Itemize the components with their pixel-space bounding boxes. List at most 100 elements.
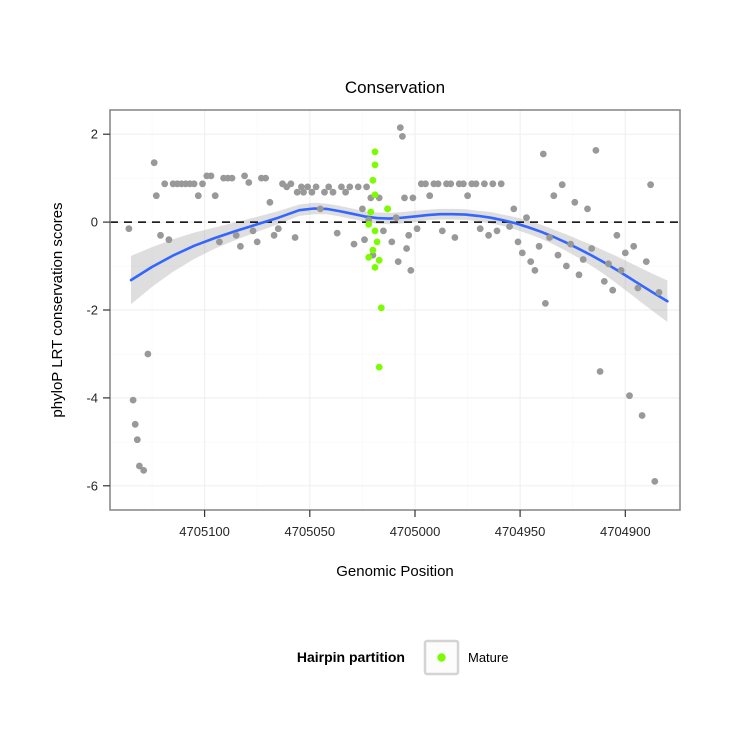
data-point-other — [535, 242, 543, 250]
data-point-other — [241, 172, 249, 180]
data-point-other — [634, 284, 642, 292]
y-axis-tick-label: -2 — [86, 303, 98, 318]
data-point-other — [129, 396, 137, 404]
data-point-other — [584, 205, 591, 213]
data-point-mature — [369, 176, 377, 184]
data-point-other — [152, 192, 160, 200]
axis-layer: 4705100 4705050 4705000 4704950 4704900 2 0 -2 -… — [86, 127, 650, 539]
data-point-other — [447, 180, 455, 188]
data-point-other — [346, 183, 354, 191]
data-point-other — [647, 181, 654, 189]
data-point-other — [550, 192, 558, 200]
data-point-other — [396, 124, 404, 131]
data-point-other — [638, 412, 646, 419]
data-point-other — [575, 271, 583, 279]
data-point-other — [194, 192, 202, 200]
data-point-other — [157, 231, 164, 239]
data-point-other — [298, 183, 305, 191]
data-point-other — [531, 267, 539, 274]
y-axis-tick-label: 2 — [91, 127, 98, 142]
data-point-other — [476, 225, 484, 233]
data-point-other — [350, 240, 358, 248]
data-point-other — [651, 478, 659, 485]
confidence-band — [131, 202, 668, 322]
data-point-other — [140, 467, 148, 474]
data-point-other — [413, 225, 421, 233]
y-axis-tick-label: -4 — [86, 390, 98, 405]
data-point-other — [518, 249, 526, 257]
data-point-other — [506, 223, 513, 230]
data-point-mature — [365, 253, 373, 261]
data-point-mature — [375, 256, 383, 264]
data-point-other — [399, 133, 406, 140]
data-point-other — [237, 242, 244, 250]
data-point-other — [304, 183, 312, 191]
legend: Hairpin partition Mature — [297, 639, 508, 676]
data-point-other — [514, 238, 522, 246]
data-point-other — [642, 258, 650, 265]
data-point-other — [554, 251, 562, 259]
data-point-mature — [371, 227, 379, 235]
data-point-other — [609, 286, 617, 294]
data-point-mature — [371, 264, 379, 271]
data-point-other — [380, 227, 387, 235]
data-point-other — [359, 205, 366, 213]
data-point-other — [321, 188, 328, 196]
data-point-mature — [375, 363, 383, 371]
chart-title: Conservation — [345, 78, 445, 97]
data-point-other — [497, 180, 505, 188]
data-point-other — [527, 258, 535, 265]
data-point-other — [300, 188, 307, 196]
data-point-other — [150, 159, 158, 167]
x-axis-tick-label: 4705050 — [284, 524, 335, 539]
data-point-other — [401, 194, 408, 202]
data-point-mature — [371, 148, 379, 156]
data-point-other — [539, 150, 547, 158]
data-point-other — [405, 231, 413, 239]
data-point-other — [407, 267, 415, 274]
data-point-other — [392, 214, 400, 222]
y-axis-tick-label: 0 — [91, 215, 98, 230]
data-point-mature — [367, 208, 375, 216]
data-point-other — [249, 227, 257, 235]
data-point-other — [388, 238, 396, 246]
data-point-other — [621, 249, 629, 257]
data-point-other — [338, 183, 345, 191]
legend-mature-point-icon — [437, 653, 446, 662]
data-point-other — [329, 188, 337, 196]
data-point-other — [426, 192, 434, 200]
data-point-mature — [377, 304, 385, 312]
data-point-other — [588, 245, 596, 252]
data-point-mature — [369, 246, 377, 254]
data-point-other — [232, 231, 240, 239]
data-point-other — [161, 180, 169, 188]
data-point-other — [630, 242, 638, 250]
data-point-other — [558, 181, 566, 189]
data-point-other — [274, 225, 282, 233]
data-point-other — [626, 392, 633, 400]
data-point-other — [293, 188, 301, 196]
y-axis-tick-label: -6 — [86, 478, 98, 493]
data-point-other — [655, 289, 663, 296]
data-point-other — [262, 174, 269, 182]
data-point-other — [617, 267, 625, 274]
data-point-mature — [373, 238, 381, 246]
data-point-other — [165, 236, 173, 244]
data-point-other — [199, 180, 206, 188]
data-point-other — [394, 258, 402, 265]
data-point-other — [287, 180, 295, 188]
data-layer — [110, 124, 680, 485]
data-point-other — [253, 238, 261, 246]
data-point-other — [605, 260, 612, 268]
data-point-other — [510, 205, 518, 213]
legend-item-label: Mature — [468, 650, 508, 665]
data-point-other — [481, 180, 488, 188]
data-point-other — [403, 245, 410, 252]
data-point-other — [422, 180, 429, 188]
data-point-other — [190, 180, 198, 188]
data-point-other — [312, 183, 320, 191]
data-point-other — [325, 183, 333, 191]
data-point-other — [216, 238, 223, 246]
